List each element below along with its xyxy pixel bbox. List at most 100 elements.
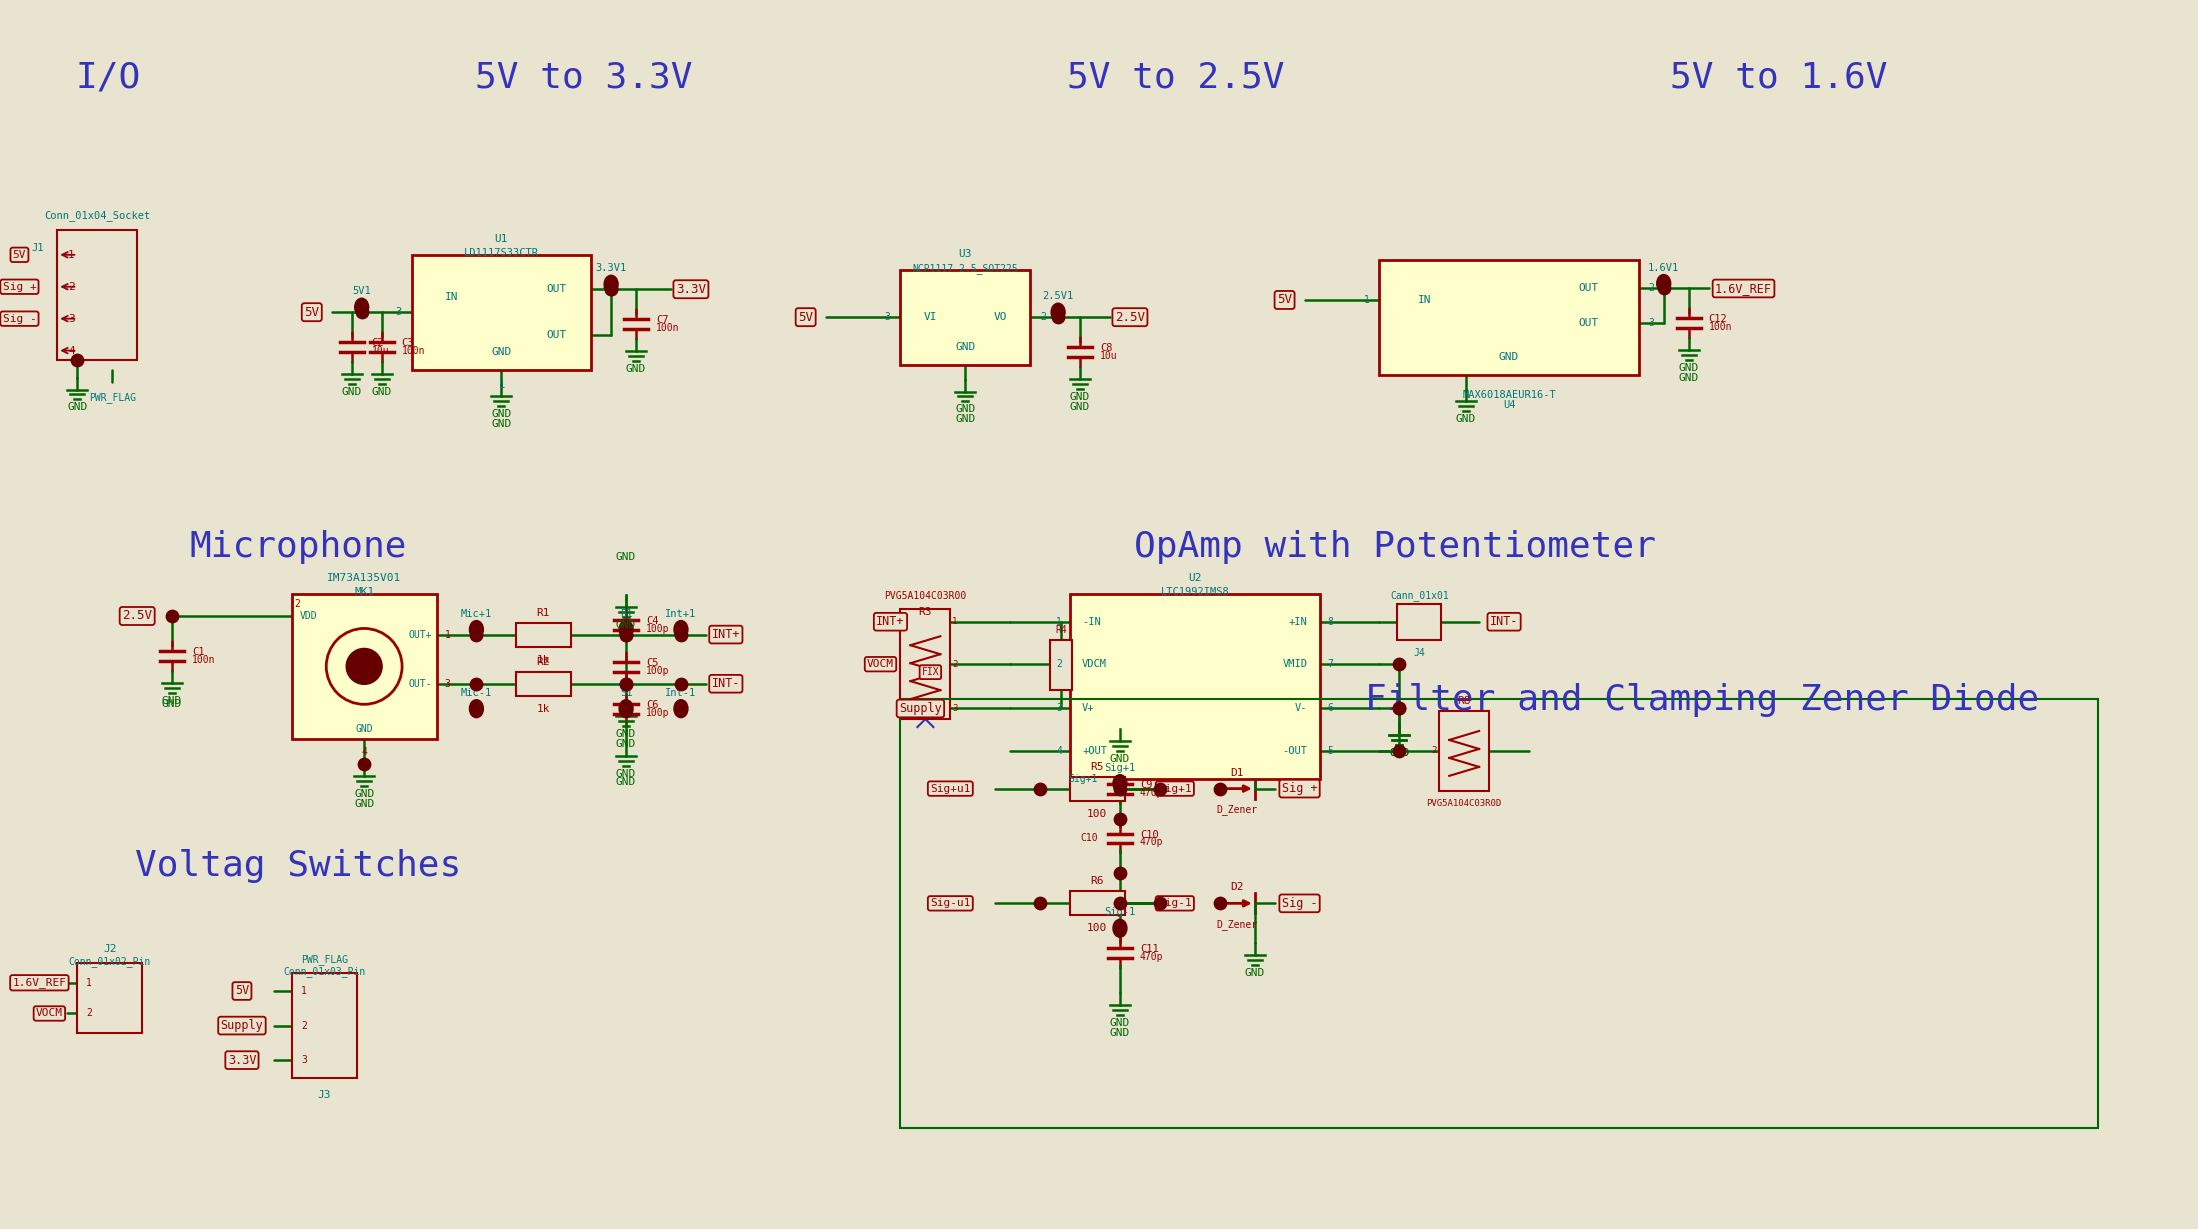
Text: Mic-1: Mic-1 [462,688,492,698]
Text: J3: J3 [317,1090,332,1100]
Point [609,624,644,644]
Text: 470p: 470p [1141,952,1163,962]
Text: 5V: 5V [235,984,248,998]
Text: 3.3V1: 3.3V1 [596,263,626,273]
Text: C10: C10 [1141,830,1158,839]
Text: 4: 4 [600,284,607,294]
Text: GND: GND [490,409,512,419]
Text: GND: GND [1679,364,1699,374]
Point [154,606,189,626]
Text: IN: IN [1418,295,1431,305]
Bar [57,230,136,360]
Text: S1: S1 [620,688,633,698]
Text: 1k: 1k [536,655,550,665]
Point [1143,893,1178,913]
Text: R5: R5 [1090,762,1103,772]
Bar [411,254,591,370]
Ellipse shape [620,699,633,718]
Text: 3: 3 [68,313,75,323]
Text: 2: 2 [952,660,958,669]
Text: Conn_01x04_Socket: Conn_01x04_Socket [44,210,149,221]
Text: 5V to 3.3V: 5V to 3.3V [475,60,692,95]
Ellipse shape [1657,274,1670,293]
Text: GND: GND [615,739,635,748]
Point [1383,654,1418,673]
Text: 5V to 2.5V: 5V to 2.5V [1066,60,1284,95]
Text: 100p: 100p [646,623,670,634]
Text: 5V: 5V [1277,294,1292,306]
Text: 5V: 5V [798,311,813,323]
Point [347,753,382,773]
Text: 1k: 1k [536,704,550,714]
Text: 100n: 100n [402,347,424,356]
Text: -IN: -IN [1081,617,1101,627]
Text: J2: J2 [103,944,116,954]
Text: GND: GND [1110,1027,1130,1039]
Point [1103,893,1139,913]
Text: GND: GND [1110,753,1130,763]
Text: 3: 3 [952,704,958,713]
Text: OUT: OUT [545,331,567,340]
Text: Sig-1: Sig-1 [1158,898,1191,908]
Text: 6: 6 [1328,703,1334,714]
Text: 4: 4 [1057,746,1062,756]
Text: 1: 1 [86,978,92,988]
Text: OpAmp with Potentiometer: OpAmp with Potentiometer [1134,530,1655,564]
Text: GND: GND [1110,1018,1130,1029]
Text: Sig+1: Sig+1 [1158,784,1191,794]
Text: 1: 1 [444,629,451,639]
Text: GND: GND [615,768,635,778]
Text: GND: GND [1389,748,1409,758]
Text: IM73A135V01: IM73A135V01 [328,573,402,583]
Bar [1051,640,1073,689]
Text: Conn_01x02_Pin: Conn_01x02_Pin [68,956,152,967]
Text: 100p: 100p [646,666,670,676]
Point [1040,307,1075,327]
Bar [1070,594,1319,779]
Text: Sig-u1: Sig-u1 [930,898,972,908]
Text: 3.3V: 3.3V [677,283,706,296]
Text: 1: 1 [1363,295,1369,305]
Text: Conn_01x03_Pin: Conn_01x03_Pin [284,966,365,977]
Bar [292,594,437,739]
Text: J1: J1 [31,243,44,253]
Point [459,673,495,693]
Text: J4: J4 [1413,648,1424,658]
Text: PVG5A104C03R0D: PVG5A104C03R0D [1427,799,1501,807]
Text: GND: GND [1679,374,1699,383]
Text: Filter and Clamping Zener Diode: Filter and Clamping Zener Diode [1365,683,2040,718]
Text: Sig -: Sig - [1281,897,1317,909]
Text: GND: GND [163,699,182,709]
Text: U2: U2 [1189,573,1202,583]
Text: 1: 1 [68,249,75,259]
Text: GND: GND [1499,351,1519,361]
Ellipse shape [470,699,484,718]
Text: 4: 4 [360,747,367,757]
Text: GND: GND [68,402,88,413]
Text: C8: C8 [1099,343,1112,353]
Point [1103,864,1139,884]
Text: C5: C5 [646,659,659,669]
Text: 100p: 100p [646,708,670,718]
Text: 2: 2 [301,1020,308,1031]
Text: 5V: 5V [13,249,26,259]
Text: C2: C2 [371,338,385,348]
Text: 1: 1 [499,380,506,390]
Text: C4: C4 [646,616,659,626]
Text: Sig -: Sig - [2,313,37,323]
Text: GND: GND [956,404,976,414]
Text: C6: C6 [646,699,659,709]
Circle shape [347,649,382,685]
Ellipse shape [604,275,618,294]
Text: 4: 4 [68,345,75,355]
Ellipse shape [354,299,369,316]
Point [345,302,380,322]
Text: 2: 2 [1057,659,1062,669]
Text: Sig +: Sig + [2,281,37,291]
Text: MK1: MK1 [354,587,374,597]
Text: Int+1: Int+1 [666,608,697,618]
Text: Voltag Switches: Voltag Switches [136,849,462,882]
Text: GND: GND [626,364,646,374]
Text: GND: GND [490,347,512,356]
Text: GND: GND [615,552,635,562]
